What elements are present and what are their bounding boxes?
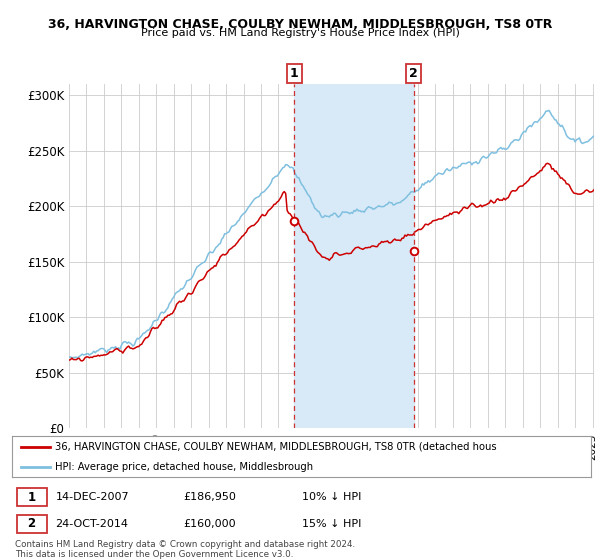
Text: £160,000: £160,000 bbox=[183, 519, 235, 529]
Text: 10% ↓ HPI: 10% ↓ HPI bbox=[302, 492, 361, 502]
Text: 2: 2 bbox=[409, 67, 418, 80]
Text: 2: 2 bbox=[28, 517, 36, 530]
Text: 24-OCT-2014: 24-OCT-2014 bbox=[55, 519, 128, 529]
FancyBboxPatch shape bbox=[17, 515, 47, 533]
FancyBboxPatch shape bbox=[17, 488, 47, 506]
Text: £186,950: £186,950 bbox=[183, 492, 236, 502]
Text: 15% ↓ HPI: 15% ↓ HPI bbox=[302, 519, 361, 529]
Text: 36, HARVINGTON CHASE, COULBY NEWHAM, MIDDLESBROUGH, TS8 0TR: 36, HARVINGTON CHASE, COULBY NEWHAM, MID… bbox=[48, 18, 552, 31]
Text: Contains HM Land Registry data © Crown copyright and database right 2024.: Contains HM Land Registry data © Crown c… bbox=[15, 540, 355, 549]
Bar bbox=[295, 84, 413, 428]
Text: HPI: Average price, detached house, Middlesbrough: HPI: Average price, detached house, Midd… bbox=[55, 462, 314, 472]
Text: 1: 1 bbox=[28, 491, 36, 504]
Text: 1: 1 bbox=[290, 67, 299, 80]
Text: Price paid vs. HM Land Registry's House Price Index (HPI): Price paid vs. HM Land Registry's House … bbox=[140, 28, 460, 38]
Text: This data is licensed under the Open Government Licence v3.0.: This data is licensed under the Open Gov… bbox=[15, 550, 293, 559]
Text: 14-DEC-2007: 14-DEC-2007 bbox=[55, 492, 129, 502]
Text: 36, HARVINGTON CHASE, COULBY NEWHAM, MIDDLESBROUGH, TS8 0TR (detached hous: 36, HARVINGTON CHASE, COULBY NEWHAM, MID… bbox=[55, 442, 497, 452]
